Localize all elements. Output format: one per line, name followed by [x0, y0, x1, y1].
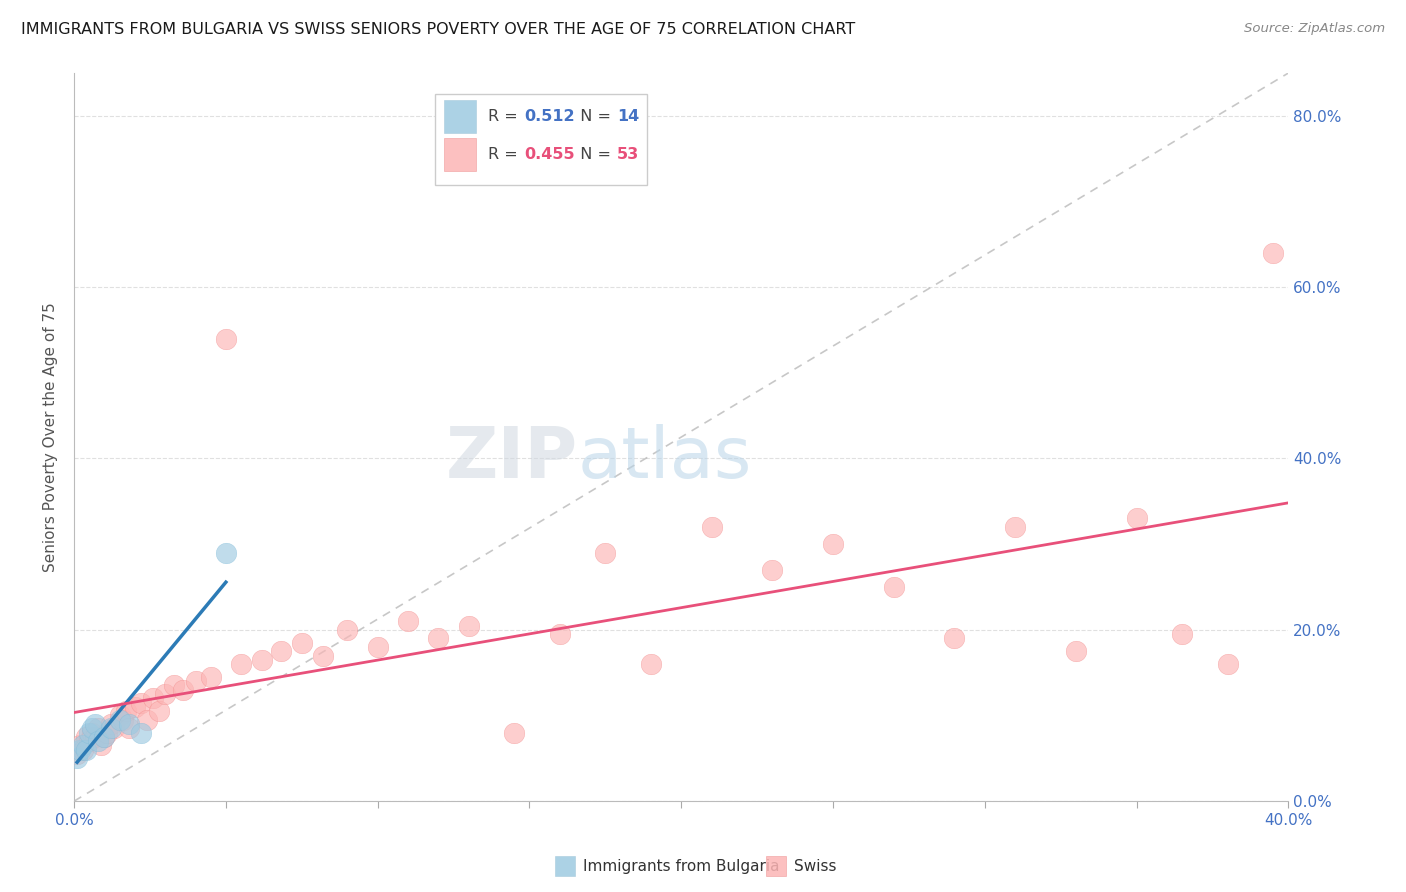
Point	[136, 713, 159, 727]
Point	[69, 739, 91, 753]
Point	[87, 722, 110, 736]
Point	[184, 674, 207, 689]
Point	[153, 687, 176, 701]
Point	[77, 725, 100, 739]
Point	[943, 632, 966, 646]
Text: ZIP: ZIP	[446, 425, 578, 493]
Text: IMMIGRANTS FROM BULGARIA VS SWISS SENIORS POVERTY OVER THE AGE OF 75 CORRELATION: IMMIGRANTS FROM BULGARIA VS SWISS SENIOR…	[21, 22, 855, 37]
Text: 0.512: 0.512	[524, 109, 575, 124]
Point	[270, 644, 292, 658]
Point	[129, 696, 152, 710]
Text: Swiss: Swiss	[794, 859, 837, 873]
Point	[163, 678, 186, 692]
Point	[108, 708, 131, 723]
Point	[129, 725, 152, 739]
Point	[82, 722, 104, 736]
Point	[640, 657, 662, 671]
FancyBboxPatch shape	[444, 137, 477, 171]
Point	[72, 739, 94, 753]
Point	[100, 717, 122, 731]
Point	[548, 627, 571, 641]
Point	[75, 730, 97, 744]
FancyBboxPatch shape	[444, 100, 477, 134]
Point	[72, 743, 94, 757]
Point	[66, 747, 89, 761]
Text: atlas: atlas	[578, 425, 752, 493]
Point	[457, 618, 479, 632]
Point	[84, 717, 107, 731]
Bar	[434, 94, 647, 186]
Point	[118, 722, 141, 736]
Point	[93, 730, 115, 744]
Point	[66, 751, 89, 765]
Point	[1004, 520, 1026, 534]
Text: R =: R =	[488, 147, 523, 162]
Point	[75, 743, 97, 757]
Point	[1263, 245, 1285, 260]
Point	[111, 713, 134, 727]
Point	[77, 734, 100, 748]
Point	[172, 682, 194, 697]
Point	[761, 563, 783, 577]
Point	[1125, 511, 1147, 525]
Point	[215, 546, 238, 560]
Point	[291, 635, 314, 649]
Point	[103, 722, 125, 736]
Text: 53: 53	[617, 147, 640, 162]
Point	[118, 717, 141, 731]
Text: N =: N =	[569, 109, 616, 124]
Point	[100, 722, 122, 736]
Point	[108, 713, 131, 727]
Point	[215, 332, 238, 346]
Point	[821, 537, 844, 551]
Text: Immigrants from Bulgaria: Immigrants from Bulgaria	[583, 859, 780, 873]
Text: N =: N =	[569, 147, 616, 162]
Point	[595, 546, 617, 560]
Point	[124, 699, 146, 714]
Text: R =: R =	[488, 109, 523, 124]
Text: Source: ZipAtlas.com: Source: ZipAtlas.com	[1244, 22, 1385, 36]
Point	[96, 725, 118, 739]
Point	[427, 632, 450, 646]
Point	[312, 648, 335, 663]
Point	[90, 739, 112, 753]
Point	[142, 691, 165, 706]
Point	[114, 704, 136, 718]
Point	[252, 653, 274, 667]
Text: 0.455: 0.455	[524, 147, 575, 162]
Point	[200, 670, 222, 684]
Point	[396, 614, 419, 628]
Point	[883, 580, 905, 594]
Point	[93, 730, 115, 744]
Point	[87, 734, 110, 748]
Text: 14: 14	[617, 109, 640, 124]
Point	[367, 640, 389, 654]
Point	[336, 623, 359, 637]
Point	[700, 520, 723, 534]
Y-axis label: Seniors Poverty Over the Age of 75: Seniors Poverty Over the Age of 75	[44, 302, 58, 572]
Point	[1216, 657, 1239, 671]
Point	[1064, 644, 1087, 658]
Point	[148, 704, 170, 718]
Point	[1171, 627, 1194, 641]
Point	[82, 725, 104, 739]
Point	[84, 730, 107, 744]
Point	[229, 657, 252, 671]
Point	[503, 725, 526, 739]
Point	[69, 743, 91, 757]
